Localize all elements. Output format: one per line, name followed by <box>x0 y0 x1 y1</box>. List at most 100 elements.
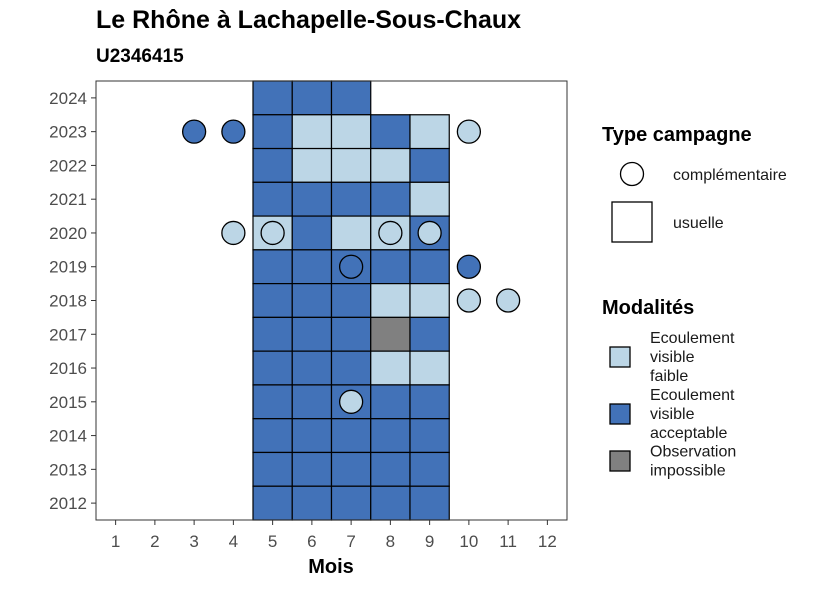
point-complementaire <box>417 220 442 246</box>
point-complementaire <box>456 119 482 144</box>
tile-usuelle <box>252 316 293 352</box>
tile-usuelle <box>409 451 450 487</box>
point-complementaire <box>181 119 207 144</box>
point-complementaire <box>456 254 482 279</box>
legend-modalite-label: impossible <box>650 463 726 480</box>
point-complementaire <box>221 220 246 246</box>
tile-usuelle <box>330 80 372 116</box>
tile-usuelle <box>252 181 293 217</box>
tile-usuelle <box>330 418 372 454</box>
x-tick-label: 4 <box>229 532 238 551</box>
y-tick-label: 2013 <box>49 460 87 479</box>
tile-usuelle <box>370 283 411 318</box>
tile-usuelle <box>409 114 450 150</box>
tile-usuelle <box>370 418 411 454</box>
y-tick-label: 2020 <box>49 224 87 243</box>
tile-usuelle <box>291 80 333 116</box>
tile-usuelle <box>330 181 372 217</box>
y-tick-label: 2012 <box>49 494 87 513</box>
y-tick-label: 2021 <box>49 190 87 209</box>
tile-usuelle <box>291 451 333 487</box>
tile-usuelle <box>370 114 411 150</box>
legend-modalite-label: visible <box>650 349 695 366</box>
point-complementaire <box>456 288 482 313</box>
tile-usuelle <box>330 350 372 386</box>
tile-usuelle <box>409 249 450 285</box>
legend-type-title: Type campagne <box>602 124 752 146</box>
tile-usuelle <box>330 316 372 352</box>
tile-usuelle <box>370 181 411 217</box>
y-tick-label: 2024 <box>49 89 87 108</box>
legend-circle-key <box>619 161 645 187</box>
tile-usuelle <box>409 283 450 318</box>
tile-usuelle <box>409 384 450 420</box>
x-axis: 1 2 3 4 5 6 7 8 9 10 11 12 <box>111 520 557 551</box>
x-tick-label: 12 <box>538 532 557 551</box>
y-tick-label: 2019 <box>49 258 87 277</box>
tile-usuelle <box>291 283 333 318</box>
x-tick-label: 3 <box>189 532 198 551</box>
tile-usuelle <box>330 451 372 487</box>
y-tick-label: 2018 <box>49 292 87 311</box>
tile-usuelle <box>291 316 333 352</box>
tile-usuelle <box>252 80 293 116</box>
legend-type-label: usuelle <box>673 215 724 232</box>
legend-modalites-title: Modalités <box>602 297 694 319</box>
point-complementaire <box>495 288 521 313</box>
legend-modalite-key <box>609 450 631 472</box>
tile-usuelle <box>370 485 411 521</box>
legend-modalite-label: Observation <box>650 444 736 461</box>
tile-usuelle <box>291 215 333 251</box>
y-tick-label: 2023 <box>49 123 87 142</box>
tile-usuelle <box>252 283 293 318</box>
point-complementaire <box>378 220 403 246</box>
point-complementaire <box>221 119 246 144</box>
y-tick-label: 2017 <box>49 325 87 344</box>
tile-usuelle <box>370 147 411 183</box>
legend-type-campagne: Type campagne complémentaire usuelle <box>602 124 787 243</box>
point-complementaire <box>260 220 285 246</box>
chart-subtitle: U2346415 <box>96 46 184 67</box>
legend-modalite-label: acceptable <box>650 425 727 442</box>
tile-usuelle <box>330 147 372 183</box>
legend-modalite-label: Ecoulement <box>650 330 735 347</box>
tile-usuelle <box>409 181 450 217</box>
point-complementaire <box>338 254 364 279</box>
legend-square-key <box>611 201 653 243</box>
legend-modalite-label: Ecoulement <box>650 387 735 404</box>
x-tick-label: 11 <box>499 532 517 551</box>
legend-modalite-key <box>609 346 631 368</box>
tile-usuelle <box>252 451 293 487</box>
tile-usuelle <box>291 485 333 521</box>
x-tick-label: 9 <box>425 532 434 551</box>
tile-usuelle <box>252 114 293 150</box>
tile-usuelle <box>291 147 333 183</box>
tile-usuelle <box>291 418 333 454</box>
tile-usuelle <box>252 418 293 454</box>
tile-usuelle <box>330 485 372 521</box>
legend-modalite-key <box>609 403 631 425</box>
tile-usuelle <box>252 147 293 183</box>
y-tick-label: 2014 <box>49 427 87 446</box>
tile-usuelle <box>409 485 450 521</box>
x-tick-label: 8 <box>386 532 395 551</box>
y-tick-label: 2015 <box>49 393 87 412</box>
point-complementaire <box>338 389 364 414</box>
y-tick-label: 2016 <box>49 359 87 378</box>
x-tick-label: 5 <box>268 532 277 551</box>
tile-usuelle <box>291 181 333 217</box>
x-tick-label: 6 <box>307 532 316 551</box>
x-axis-title: Mois <box>308 556 354 578</box>
x-tick-label: 10 <box>459 532 478 551</box>
tile-usuelle <box>370 249 411 285</box>
tile-usuelle <box>252 384 293 420</box>
y-tick-label: 2022 <box>49 156 87 175</box>
tile-usuelle <box>409 350 450 386</box>
x-tick-label: 7 <box>346 532 355 551</box>
x-tick-label: 2 <box>150 532 159 551</box>
tile-usuelle <box>252 249 293 285</box>
tile-usuelle <box>409 316 450 352</box>
tile-usuelle <box>370 350 411 386</box>
tile-usuelle <box>252 350 293 386</box>
